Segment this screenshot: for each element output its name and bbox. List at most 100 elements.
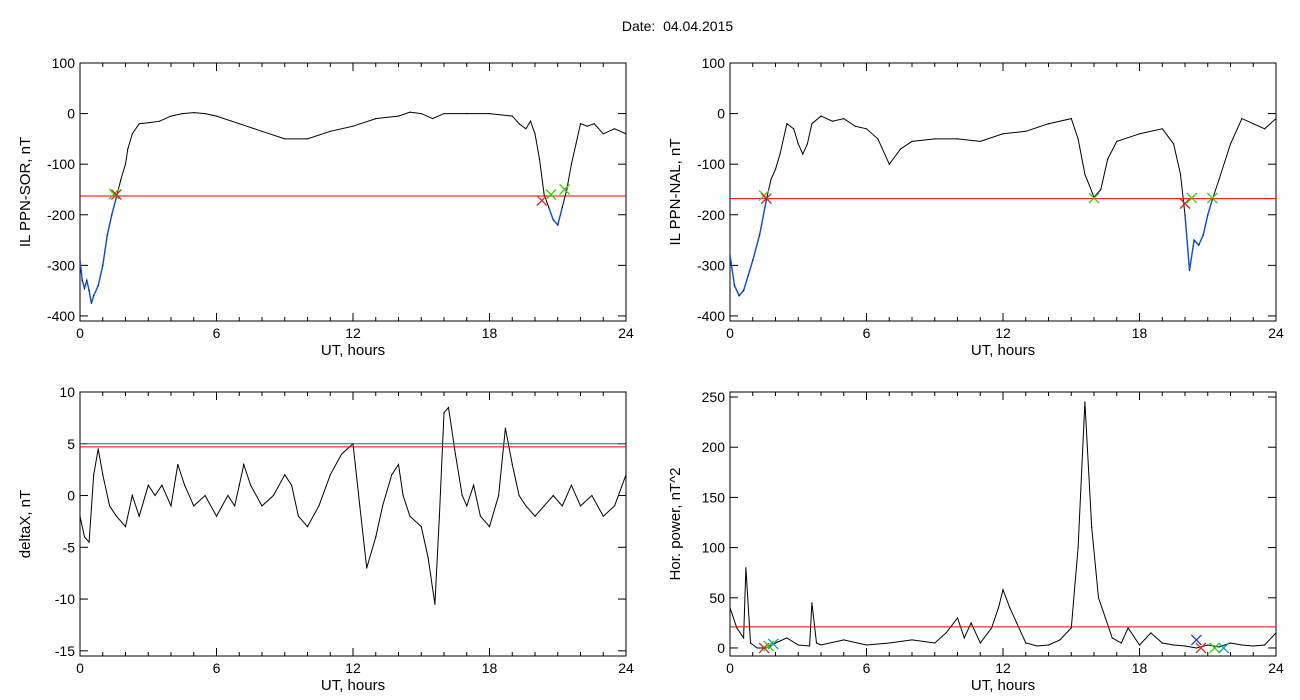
data-point: [291, 484, 293, 486]
x-tick-label: 6: [863, 325, 871, 341]
event-marker-stroke: [110, 189, 122, 200]
data-point: [586, 125, 588, 127]
data-point: [1211, 199, 1213, 201]
y-tick-label: 100: [702, 55, 726, 71]
data-point: [366, 567, 368, 569]
data-point: [391, 474, 393, 476]
data-point: [1100, 188, 1102, 191]
x-axis-label: UT, hours: [971, 342, 1035, 359]
data-point: [1195, 647, 1197, 649]
y-tick-label: 0: [717, 106, 725, 122]
data-point: [170, 505, 172, 507]
data-point: [1198, 244, 1200, 246]
data-point: [877, 138, 879, 140]
data-point: [1084, 401, 1086, 403]
x-tick-label: 0: [726, 325, 734, 341]
data-point: [774, 168, 777, 170]
y-tick-label: 5: [67, 436, 75, 452]
y-tick-label: 0: [67, 106, 75, 122]
data-point: [170, 115, 172, 117]
data-point: [1264, 644, 1266, 646]
x-tick-label: 18: [1132, 325, 1148, 341]
event-marker: [545, 189, 557, 200]
data-point: [106, 234, 108, 236]
x-tick-label: 6: [863, 660, 871, 676]
activity-segment: [730, 199, 768, 297]
data-point: [243, 463, 245, 466]
data-point: [529, 120, 532, 122]
data-point: [83, 536, 86, 538]
x-tick-label: 18: [482, 325, 498, 341]
data-point: [97, 285, 99, 287]
data-point: [579, 505, 582, 507]
y-tick-label: 150: [702, 489, 726, 505]
data-point: [443, 412, 445, 414]
data-point: [102, 474, 104, 476]
data-point: [614, 505, 616, 507]
data-point: [511, 115, 513, 117]
data-point: [102, 264, 104, 266]
data-point: [1229, 642, 1232, 644]
data-point: [97, 448, 99, 450]
data-point: [747, 274, 749, 277]
data-point: [997, 607, 1000, 609]
data-point: [843, 639, 845, 641]
data-point: [759, 234, 761, 236]
event-marker: [559, 184, 571, 195]
data-point: [1070, 118, 1072, 120]
data-point: [297, 515, 299, 517]
data-point: [250, 484, 252, 486]
data-point: [454, 453, 456, 455]
data-point: [1025, 642, 1027, 644]
data-point: [809, 645, 811, 647]
data-point: [1207, 644, 1209, 646]
data-point: [81, 279, 83, 282]
data-point: [991, 627, 993, 629]
data-point: [88, 541, 90, 543]
event-marker-stroke: [1218, 642, 1230, 654]
data-point: [90, 302, 92, 304]
data-point: [382, 505, 384, 507]
data-point: [756, 647, 758, 649]
y-tick-label: -15: [55, 643, 75, 659]
data-point: [443, 113, 445, 115]
data-point: [109, 505, 111, 507]
y-tick-label: 0: [717, 640, 725, 656]
x-tick-label: 12: [345, 660, 361, 676]
y-tick-label: 50: [709, 590, 725, 606]
y-tick-label: 250: [702, 389, 726, 405]
chart-sor: 0 6 12 18 24 100 0 -100 -200 -300 -400 UT, hours IL …: [17, 55, 634, 359]
x-tick-label: 24: [618, 660, 634, 676]
data-point: [1059, 639, 1061, 641]
data-point: [888, 163, 890, 165]
data-point: [979, 642, 981, 644]
x-tick-label: 24: [1268, 660, 1284, 676]
data-point: [552, 219, 554, 221]
y-axis-label: deltaX, nT: [17, 490, 34, 558]
data-point: [359, 505, 361, 507]
event-marker: [1186, 192, 1198, 204]
data-point: [1002, 133, 1004, 135]
data-point: [1264, 128, 1266, 130]
x-tick-label: 12: [345, 325, 361, 341]
data-point: [911, 140, 913, 142]
x-tick-label: 0: [76, 325, 84, 341]
y-tick-label: -300: [47, 257, 75, 273]
data-point: [1184, 645, 1186, 647]
data-point: [409, 111, 411, 113]
data-point: [1138, 133, 1141, 135]
chart-deltax: 0 6 12 18 24 10 5 0 -5 -10 -15 UT, hours deltaX, nT: [17, 384, 634, 694]
data-point: [543, 193, 545, 196]
event-marker-stroke: [108, 188, 120, 200]
data-point: [215, 115, 218, 117]
data-point: [432, 118, 434, 120]
data-point: [730, 254, 731, 256]
x-tick-label: 6: [213, 660, 221, 676]
data-point: [525, 128, 527, 130]
data-point: [177, 463, 179, 466]
data-point: [963, 637, 965, 639]
data-point: [402, 494, 404, 497]
x-tick-label: 0: [726, 660, 734, 676]
data-point: [543, 505, 545, 507]
event-marker-stroke: [1195, 642, 1207, 654]
